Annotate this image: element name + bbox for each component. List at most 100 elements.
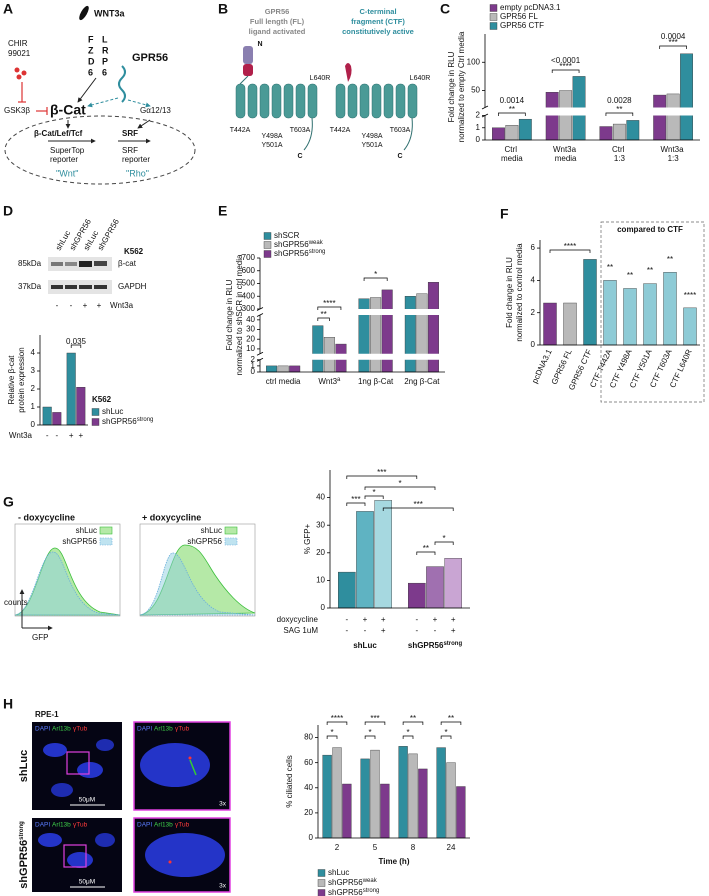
diagram-label: L640R (310, 75, 331, 82)
histogram-label: + doxycycline (142, 512, 201, 522)
row-label: shLuc (18, 750, 30, 782)
comparison-box (600, 221, 705, 403)
significance-bracket (317, 317, 330, 321)
bar (666, 93, 680, 141)
x-tick-label: ctrl media (266, 377, 301, 386)
x-tick-label: 1ng β-Cat (358, 377, 394, 386)
annotation: *** (668, 38, 677, 47)
legend-label: shGPR56strong (274, 249, 325, 259)
significance-bracket (434, 541, 454, 545)
legend-swatch (91, 418, 100, 426)
diagram-label: ligand activated (249, 27, 306, 36)
bar (408, 582, 426, 609)
bar (332, 747, 342, 839)
condition-mark: - (345, 615, 348, 624)
x-tick-label: shLuc (353, 641, 377, 650)
histogram-label: counts (4, 598, 28, 607)
diagram-label: "Rho" (126, 168, 149, 178)
x-axis-title: Time (h) (379, 857, 410, 866)
y-tick-label: 1 (476, 123, 481, 132)
row-label: shGPR56strong (18, 821, 30, 889)
significance-bracket (326, 735, 338, 739)
annotation: ** (647, 266, 653, 275)
bar (563, 302, 577, 346)
diagram-label: β-Cat (50, 102, 86, 118)
legend-label: empty pcDNA3.1 (500, 3, 561, 12)
bar (322, 754, 332, 839)
text-part: Ctrl (612, 145, 627, 154)
annotation: **** (559, 62, 571, 71)
text-part: shGPR56 (274, 249, 309, 258)
annotation: <0.0001 (551, 56, 581, 65)
y-tick-label: 0 (321, 603, 326, 612)
y-tick-label: 400 (242, 291, 256, 300)
y-tick-label: 2 (31, 384, 36, 393)
diagram-label: 6 (102, 67, 107, 77)
diagram-label: F (88, 34, 94, 44)
condition-mark: + (381, 626, 386, 635)
bar (418, 768, 428, 839)
diagram-label: GSK3β (4, 106, 30, 115)
bar (680, 53, 693, 141)
text-part: strong (443, 641, 462, 647)
diagram-label: T603A (290, 127, 311, 134)
diagram-label: GPR56 (265, 7, 290, 16)
annotation: ** (423, 544, 429, 553)
annotation: *** (351, 495, 360, 504)
y-axis-title: normalized to shSCR in ctrl media (235, 254, 244, 375)
text-part: a (337, 377, 341, 383)
diagram-label: D (88, 56, 95, 66)
annotation: * (398, 479, 401, 488)
condition-mark: - (364, 626, 367, 635)
legend-swatch (263, 250, 272, 258)
bar (374, 500, 393, 609)
condition-label: SAG 1uM (283, 626, 318, 635)
text-part: shGPR56 (328, 878, 363, 887)
legend-swatch (489, 4, 498, 12)
text-part: Wnt3a (553, 145, 578, 154)
bar (404, 296, 416, 373)
y-axis-title: normalized to empty Ctrl media (457, 31, 466, 142)
text-part: Ctrl (505, 145, 520, 154)
legend-label: shGPR56strong (102, 417, 153, 427)
legend-swatch (489, 13, 498, 21)
condition-mark: + (69, 431, 74, 440)
significance-bracket (605, 112, 634, 116)
annotation: *** (370, 714, 379, 723)
panel-letter: G (3, 494, 14, 510)
blot-label: 85kDa (18, 259, 42, 268)
annotation: * (368, 728, 371, 737)
note: K562 (92, 395, 112, 404)
y-tick-label: 2 (476, 111, 481, 120)
annotation: ** (509, 105, 515, 114)
y-axis-title: % GFP+ (303, 523, 312, 554)
stain-label: DAPI (35, 726, 50, 733)
condition-label: Wnt3a (9, 431, 33, 440)
condition-mark: - (345, 626, 348, 635)
annotation: **** (684, 291, 696, 300)
annotation: * (444, 728, 447, 737)
bar (277, 365, 289, 373)
diagram-label: T603A (390, 127, 411, 134)
x-tick-label: shGPR56strong (408, 641, 463, 651)
legend-swatch (489, 22, 498, 30)
y-tick-label: 40 (246, 315, 255, 324)
significance-bracket (416, 551, 436, 555)
y-tick-label: 600 (242, 266, 256, 275)
diagram-label: C (297, 153, 302, 160)
annotation: **** (564, 242, 576, 251)
diagram-label: P (102, 56, 108, 66)
significance-bracket (402, 735, 414, 739)
legend-label: GPR56 CTF (500, 21, 544, 30)
bar (444, 558, 463, 609)
diagram-label: Z (88, 45, 94, 55)
x-tick-label: Ctrl media (501, 145, 523, 163)
significance-bracket (364, 721, 386, 725)
text-part: strong (363, 888, 380, 894)
diagram-label: N (257, 41, 262, 48)
bar (289, 365, 301, 373)
diagram-label: SRF (122, 146, 138, 155)
bar (370, 749, 380, 839)
stain-label: γTub (175, 822, 190, 829)
annotation: ** (667, 255, 673, 264)
